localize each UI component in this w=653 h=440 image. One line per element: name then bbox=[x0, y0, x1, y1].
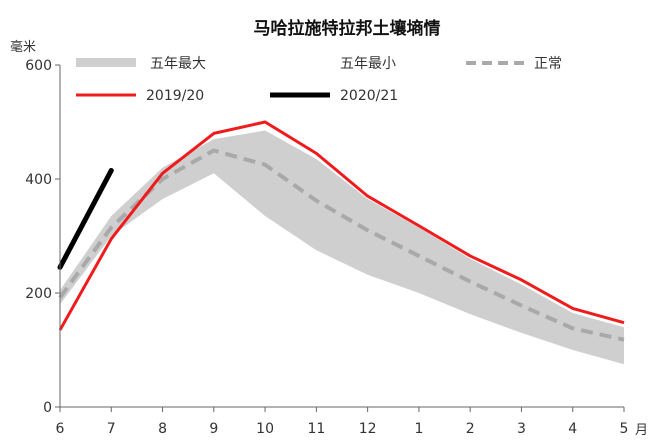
x-tick-label: 8 bbox=[158, 421, 167, 437]
plot-area bbox=[57, 120, 625, 365]
x-tick-label: 10 bbox=[256, 421, 274, 437]
series-line-2019-20 bbox=[58, 120, 625, 331]
x-axis-unit: 月 bbox=[635, 423, 648, 438]
y-tick-label: 0 bbox=[43, 400, 52, 416]
y-axis-unit: 毫米 bbox=[10, 39, 36, 55]
legend: 五年最大 五年最小 正常 2019/20 2020/21 bbox=[76, 56, 562, 104]
legend-label-five-year-max: 五年最大 bbox=[150, 56, 206, 72]
series-line-2020-21 bbox=[57, 167, 114, 270]
legend-label-2020-21: 2020/21 bbox=[340, 88, 398, 104]
x-tick-label: 4 bbox=[568, 421, 577, 437]
legend-swatch-five-year-max bbox=[76, 58, 136, 67]
x-tick-label: 11 bbox=[307, 421, 325, 437]
x-tick-label: 3 bbox=[517, 421, 526, 437]
y-tick-label: 600 bbox=[25, 58, 52, 74]
x-tick-label: 9 bbox=[209, 421, 218, 437]
legend-label-normal: 正常 bbox=[534, 56, 562, 72]
x-tick-label: 1 bbox=[414, 421, 423, 437]
chart-title: 马哈拉施特拉邦土壤墒情 bbox=[254, 18, 441, 39]
x-tick-label: 12 bbox=[359, 421, 377, 437]
x-tick-label: 2 bbox=[466, 421, 475, 437]
y-tick-label: 200 bbox=[25, 286, 52, 302]
legend-label-2019-20: 2019/20 bbox=[146, 88, 204, 104]
x-tick-label: 6 bbox=[56, 421, 65, 437]
legend-label-five-year-min: 五年最小 bbox=[340, 56, 396, 72]
x-tick-label: 5 bbox=[620, 421, 629, 437]
series-line-normal bbox=[58, 148, 625, 342]
five-year-range-band bbox=[60, 130, 624, 365]
y-tick-label: 400 bbox=[25, 172, 52, 188]
x-tick-label: 7 bbox=[107, 421, 116, 437]
